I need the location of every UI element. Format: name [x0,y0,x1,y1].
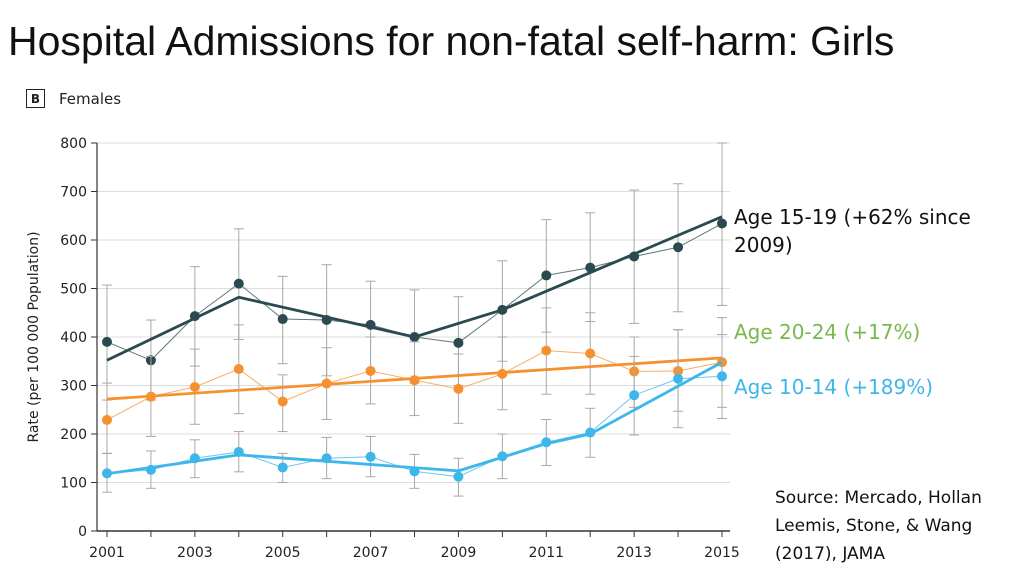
y-tick-label: 200 [60,427,87,443]
data-point-age_10_14 [541,437,552,448]
label-age-15-19-line2: 2009) [734,233,793,257]
data-point-age_10_14 [189,453,200,464]
data-point-age_15_19 [409,332,420,342]
data-point-age_10_14 [277,462,288,473]
data-point-age_15_19 [717,218,727,229]
data-point-age_10_14 [717,371,727,382]
data-point-age_20_24 [321,378,332,389]
data-point-age_20_24 [409,375,420,386]
data-point-age_15_19 [497,304,508,315]
y-tick-label: 600 [60,233,87,249]
data-point-age_10_14 [453,471,464,482]
label-age-20-24: Age 20-24 (+17%) [734,320,921,344]
data-point-age_20_24 [102,414,112,425]
data-point-age_10_14 [102,468,112,479]
data-point-age_15_19 [629,251,640,262]
data-point-age_15_19 [277,314,288,325]
x-tick-label: 2015 [704,545,740,561]
data-point-age_15_19 [102,336,112,347]
data-point-age_20_24 [145,391,156,402]
data-point-age_15_19 [365,319,376,330]
data-point-age_15_19 [673,242,684,253]
y-tick-label: 100 [60,476,87,492]
x-tick-label: 2005 [265,545,301,561]
panel-tag: B Females [26,89,121,108]
y-tick-label: 800 [60,136,87,152]
x-tick-label: 2003 [177,545,213,561]
label-age-15-19-line1: Age 15-19 (+62% since [734,205,971,229]
data-point-age_20_24 [453,383,464,394]
source-citation: Source: Mercado, Hollan Leemis, Stone, &… [775,484,982,568]
data-point-age_15_19 [541,270,552,281]
x-tick-label: 2011 [528,545,564,561]
data-point-age_10_14 [409,466,420,477]
x-tick-label: 2013 [616,545,652,561]
data-point-age_20_24 [541,345,552,356]
y-tick-label: 0 [78,524,87,540]
data-point-age_15_19 [233,278,244,289]
data-point-age_10_14 [673,373,684,384]
data-point-age_20_24 [585,348,596,359]
data-point-age_20_24 [233,364,244,375]
label-age-15-19: Age 15-19 (+62% since 2009) [734,203,971,259]
data-point-age_10_14 [629,390,640,401]
data-point-age_10_14 [145,464,156,475]
data-point-age_10_14 [585,427,596,438]
source-line-1: Source: Mercado, Hollan [775,488,982,508]
panel-name: Females [59,89,122,108]
source-line-2: Leemis, Stone, & Wang [775,516,973,536]
source-line-3: (2017), JAMA [775,544,885,564]
data-point-age_10_14 [321,453,332,464]
data-point-age_20_24 [365,365,376,376]
data-point-age_10_14 [497,451,508,462]
data-point-age_20_24 [277,396,288,407]
data-point-age_15_19 [321,315,332,326]
data-point-age_20_24 [189,381,200,392]
x-tick-label: 2009 [441,545,477,561]
data-point-age_10_14 [365,451,376,462]
data-point-age_15_19 [189,311,200,322]
y-tick-label: 300 [60,379,87,395]
data-point-age_15_19 [453,337,464,348]
slide-title: Hospital Admissions for non-fatal self-h… [8,18,895,64]
data-point-age_15_19 [585,262,596,273]
y-tick-label: 500 [60,282,87,298]
y-axis-label: Rate (per 100 000 Population) [26,231,42,442]
y-tick-label: 700 [60,185,87,201]
x-tick-label: 2001 [89,545,125,561]
panel-letter: B [26,89,45,108]
label-age-10-14: Age 10-14 (+189%) [734,375,934,399]
data-point-age_10_14 [233,446,244,457]
data-point-age_20_24 [497,368,508,379]
x-tick-label: 2007 [353,545,389,561]
y-tick-label: 400 [60,330,87,346]
